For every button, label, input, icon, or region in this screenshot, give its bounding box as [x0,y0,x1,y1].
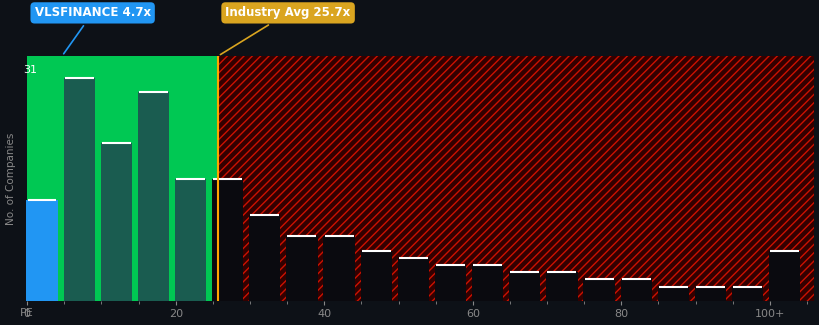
Bar [620,280,651,301]
Bar [218,56,813,301]
Bar [27,56,218,301]
Bar [138,92,169,301]
Bar [249,214,280,301]
Text: 31: 31 [24,66,38,75]
Bar [63,78,95,301]
Bar [360,251,391,301]
Text: Industry Avg 25.7x: Industry Avg 25.7x [220,6,351,55]
Bar [212,178,243,301]
Bar [768,251,799,301]
Bar [397,258,428,301]
Bar [174,178,206,301]
Text: VLSFINANCE 4.7x: VLSFINANCE 4.7x [34,6,151,54]
Bar [472,265,503,301]
Bar [286,236,317,301]
Bar [101,143,132,301]
Bar [218,56,813,301]
Bar [583,280,614,301]
Bar [694,287,725,301]
Bar [545,272,577,301]
Bar [509,272,540,301]
Bar [434,265,465,301]
Bar [324,236,355,301]
Text: PE: PE [20,308,34,318]
Bar [657,287,688,301]
Y-axis label: No. of Companies: No. of Companies [6,132,16,225]
Bar [731,287,762,301]
Bar [26,200,57,301]
